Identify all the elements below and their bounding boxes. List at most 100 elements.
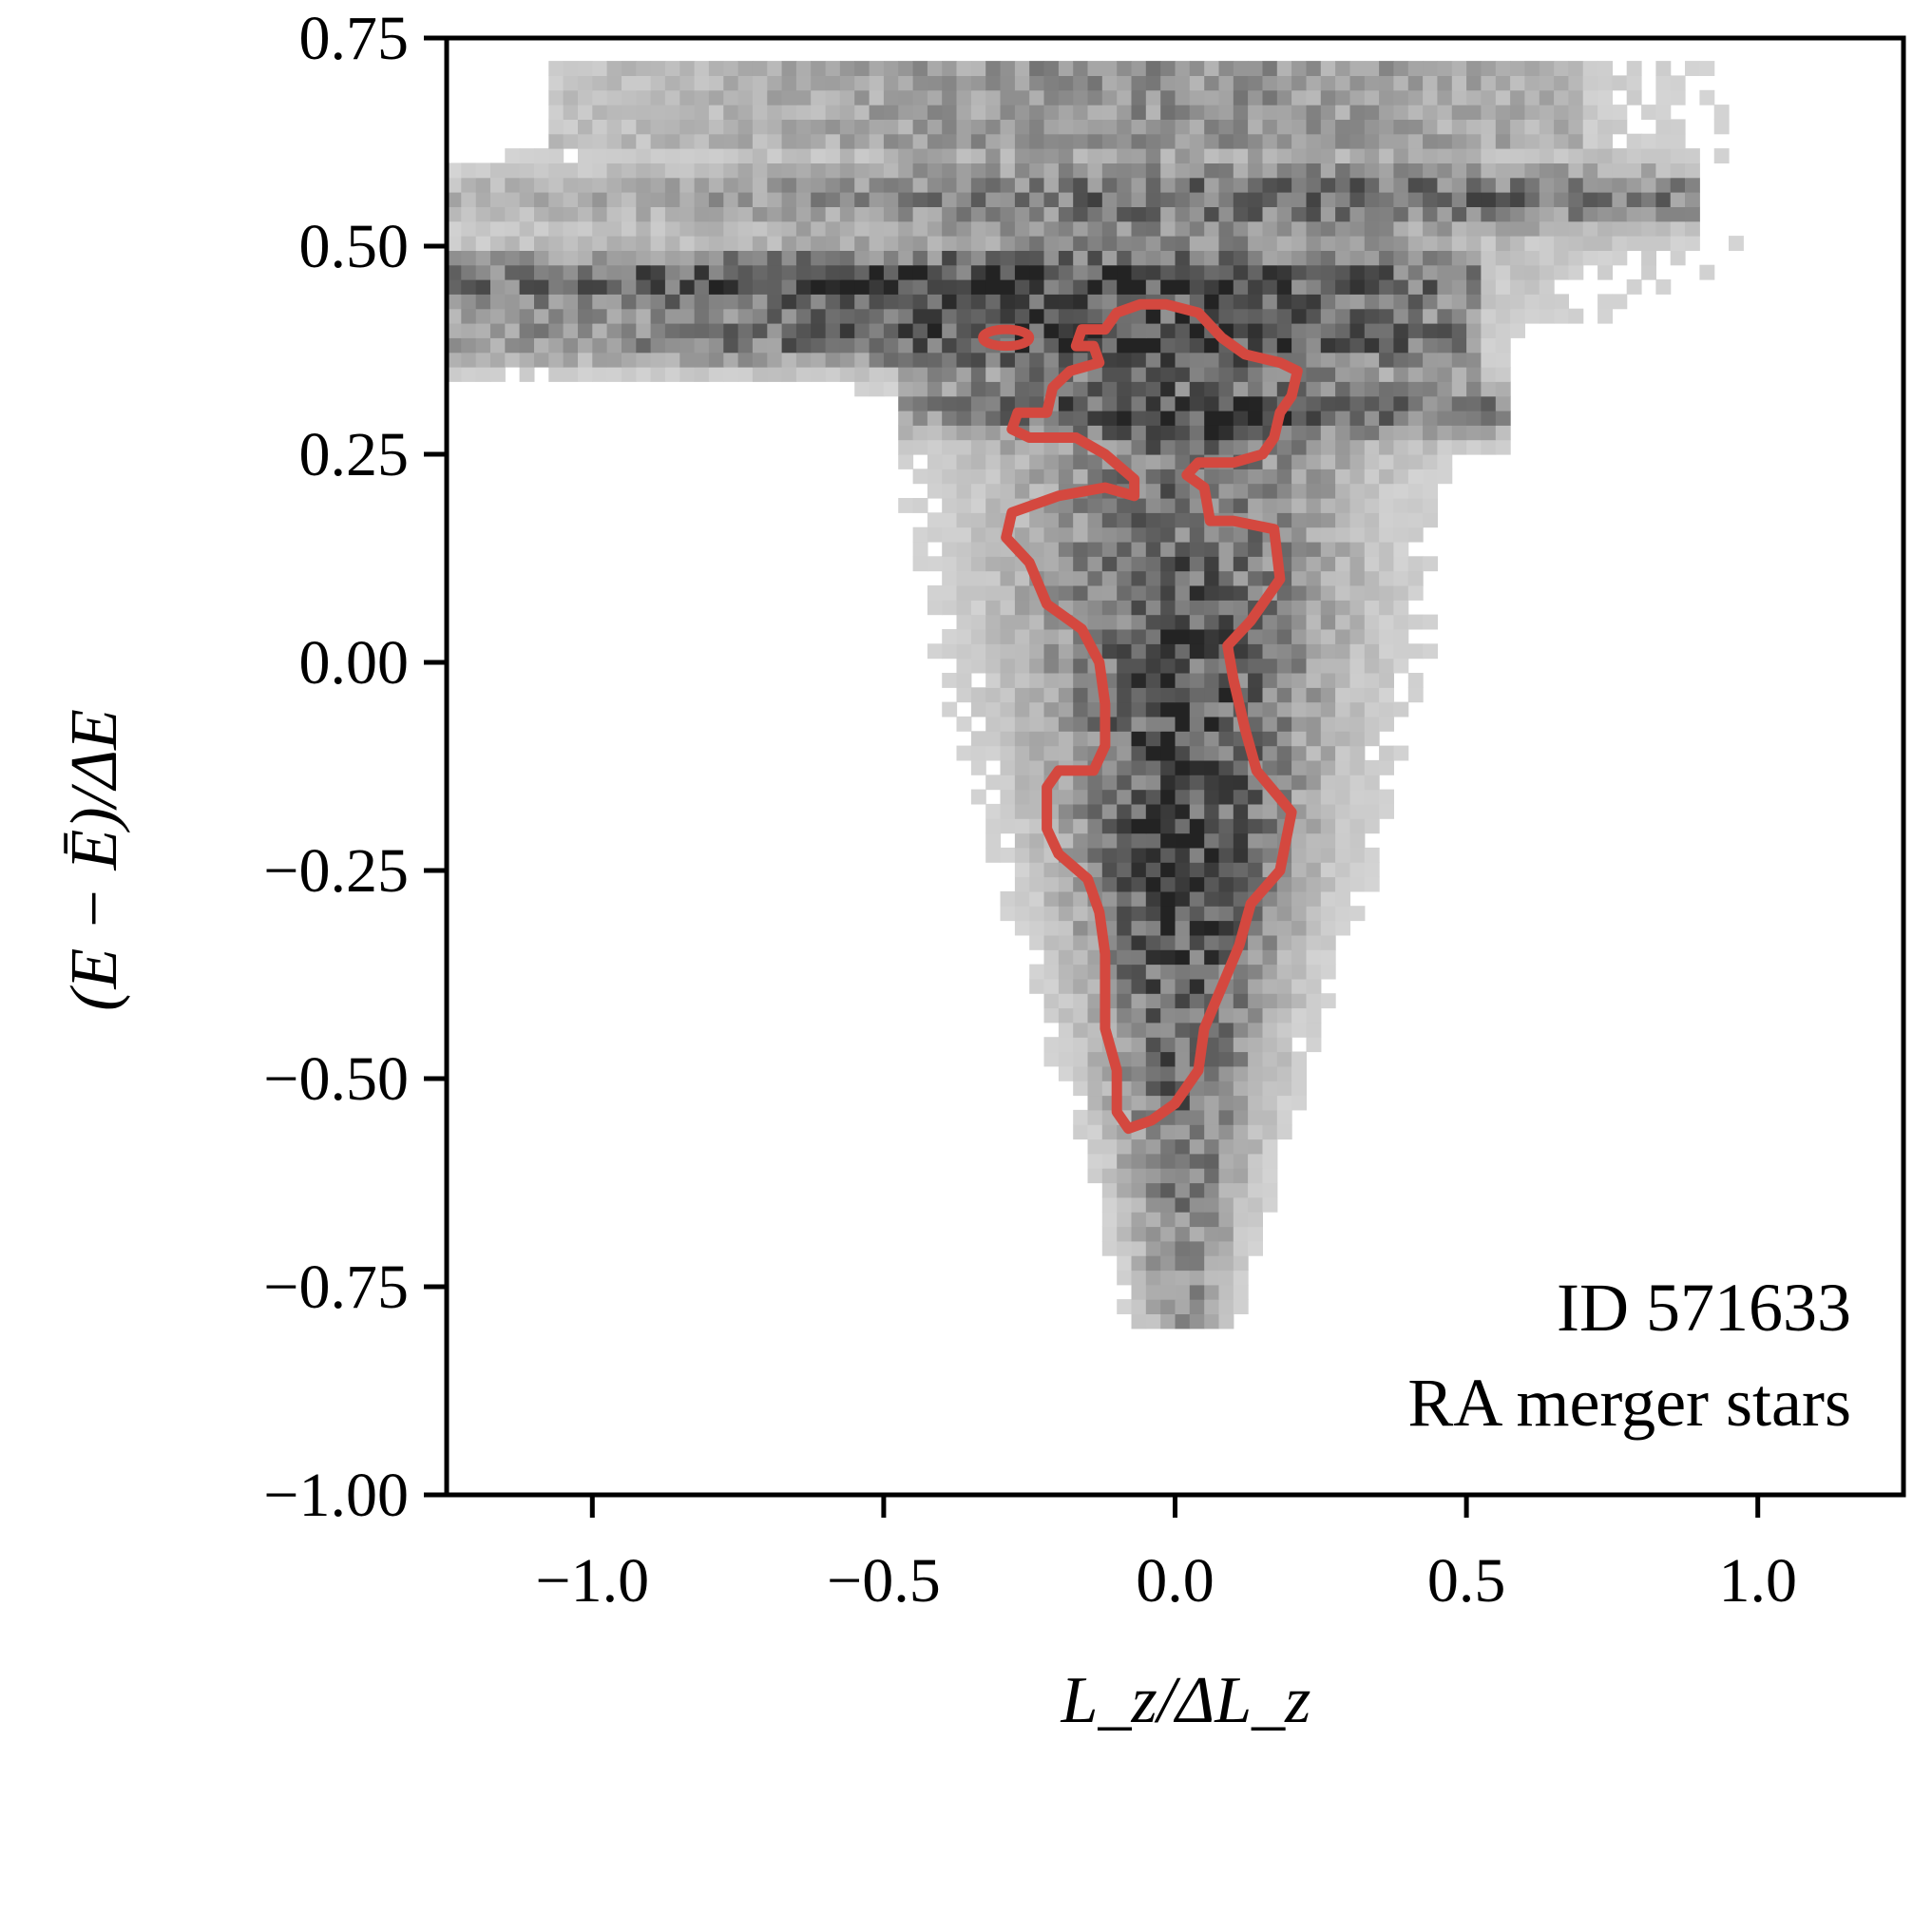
density-cell <box>1423 119 1438 135</box>
density-cell <box>1043 542 1060 557</box>
density-cell <box>1495 250 1511 266</box>
density-cell <box>1029 978 1045 994</box>
density-cell <box>1335 862 1350 878</box>
density-cell <box>1349 323 1366 338</box>
density-cell <box>1131 177 1147 193</box>
density-cell <box>1014 920 1030 936</box>
density-cell <box>883 279 899 295</box>
density-cell <box>490 264 506 280</box>
density-cell <box>1393 454 1409 469</box>
density-cell <box>1189 61 1205 76</box>
density-cell <box>505 206 521 222</box>
density-cell <box>1087 512 1103 528</box>
density-cell <box>1655 105 1672 120</box>
density-cell <box>1626 236 1642 251</box>
density-cell <box>1131 876 1147 892</box>
density-cell <box>1291 759 1307 775</box>
density-cell <box>1000 775 1016 791</box>
density-cell <box>898 425 914 441</box>
density-cell <box>1262 759 1278 775</box>
density-cell <box>1014 148 1030 163</box>
density-cell <box>1248 1168 1263 1184</box>
density-cell <box>956 614 972 630</box>
density-cell <box>1466 119 1482 135</box>
y-tick-label: 0.75 <box>299 4 410 73</box>
density-cell <box>1101 133 1118 149</box>
density-cell <box>1175 1109 1191 1125</box>
density-cell <box>1306 701 1322 717</box>
density-cell <box>1379 163 1394 179</box>
density-cell <box>1393 264 1409 280</box>
density-cell <box>548 337 564 354</box>
density-cell <box>1276 220 1292 237</box>
density-cell <box>723 105 739 120</box>
density-cell <box>1539 250 1555 266</box>
density-cell <box>1349 526 1366 543</box>
density-cell <box>1145 964 1161 980</box>
density-cell <box>1145 148 1161 163</box>
density-cell <box>1117 526 1133 543</box>
density-cell <box>1101 61 1118 76</box>
density-cell <box>1058 775 1074 791</box>
density-cell <box>781 294 797 310</box>
density-cell <box>737 352 754 368</box>
density-cell <box>1451 163 1467 179</box>
density-cell <box>1145 250 1161 266</box>
density-cell <box>534 192 549 207</box>
density-cell <box>1291 716 1307 732</box>
density-cell <box>1189 1240 1205 1256</box>
density-cell <box>1189 279 1205 295</box>
density-cell <box>927 454 943 469</box>
density-cell <box>1131 542 1147 557</box>
density-cell <box>1597 220 1613 237</box>
density-cell <box>1058 1007 1074 1023</box>
density-cell <box>1481 395 1497 411</box>
y-axis-ticks: 0.750.500.250.00−0.25−0.50−0.75−1.00 <box>263 4 447 1530</box>
density-cell <box>1437 294 1453 310</box>
density-cell <box>1204 1051 1220 1067</box>
density-cell <box>1160 775 1176 791</box>
density-cell <box>1101 177 1118 193</box>
density-cell <box>1117 920 1133 936</box>
density-cell <box>1248 425 1263 441</box>
density-cell <box>1145 1212 1161 1228</box>
density-cell <box>1160 789 1176 805</box>
density-cell <box>1393 163 1409 179</box>
density-cell <box>1466 425 1482 441</box>
density-cell <box>1379 381 1394 397</box>
density-cell <box>592 192 608 207</box>
density-cell <box>942 411 958 426</box>
density-cell <box>1175 220 1191 237</box>
density-cell <box>1568 236 1584 251</box>
contour-island <box>978 324 1035 352</box>
density-cell <box>869 206 885 222</box>
density-cell <box>1218 367 1234 382</box>
density-cell <box>767 89 783 105</box>
density-cell <box>1043 920 1060 936</box>
density-cell <box>912 105 928 120</box>
density-cell <box>1117 832 1133 849</box>
density-cell <box>985 367 1002 382</box>
density-cell <box>985 119 1002 135</box>
density-cell <box>1087 1007 1103 1023</box>
density-cell <box>1233 890 1249 907</box>
density-cell <box>1204 789 1220 805</box>
density-cell <box>1131 89 1147 105</box>
density-cell <box>1160 105 1176 120</box>
density-cell <box>1612 119 1628 135</box>
density-cell <box>1233 395 1249 411</box>
density-cell <box>1248 192 1263 207</box>
density-cell <box>1276 643 1292 660</box>
density-cell <box>1160 964 1176 980</box>
density-cell <box>1262 890 1278 907</box>
density-cell <box>1101 220 1118 237</box>
density-cell <box>1218 920 1234 936</box>
density-cell <box>1043 556 1060 572</box>
density-cell <box>578 264 593 280</box>
density-cell <box>519 352 535 368</box>
density-cell <box>1437 61 1453 76</box>
density-cell <box>1145 658 1161 674</box>
density-cell <box>1641 264 1656 280</box>
density-cell <box>1306 61 1322 76</box>
density-cell <box>548 89 564 105</box>
